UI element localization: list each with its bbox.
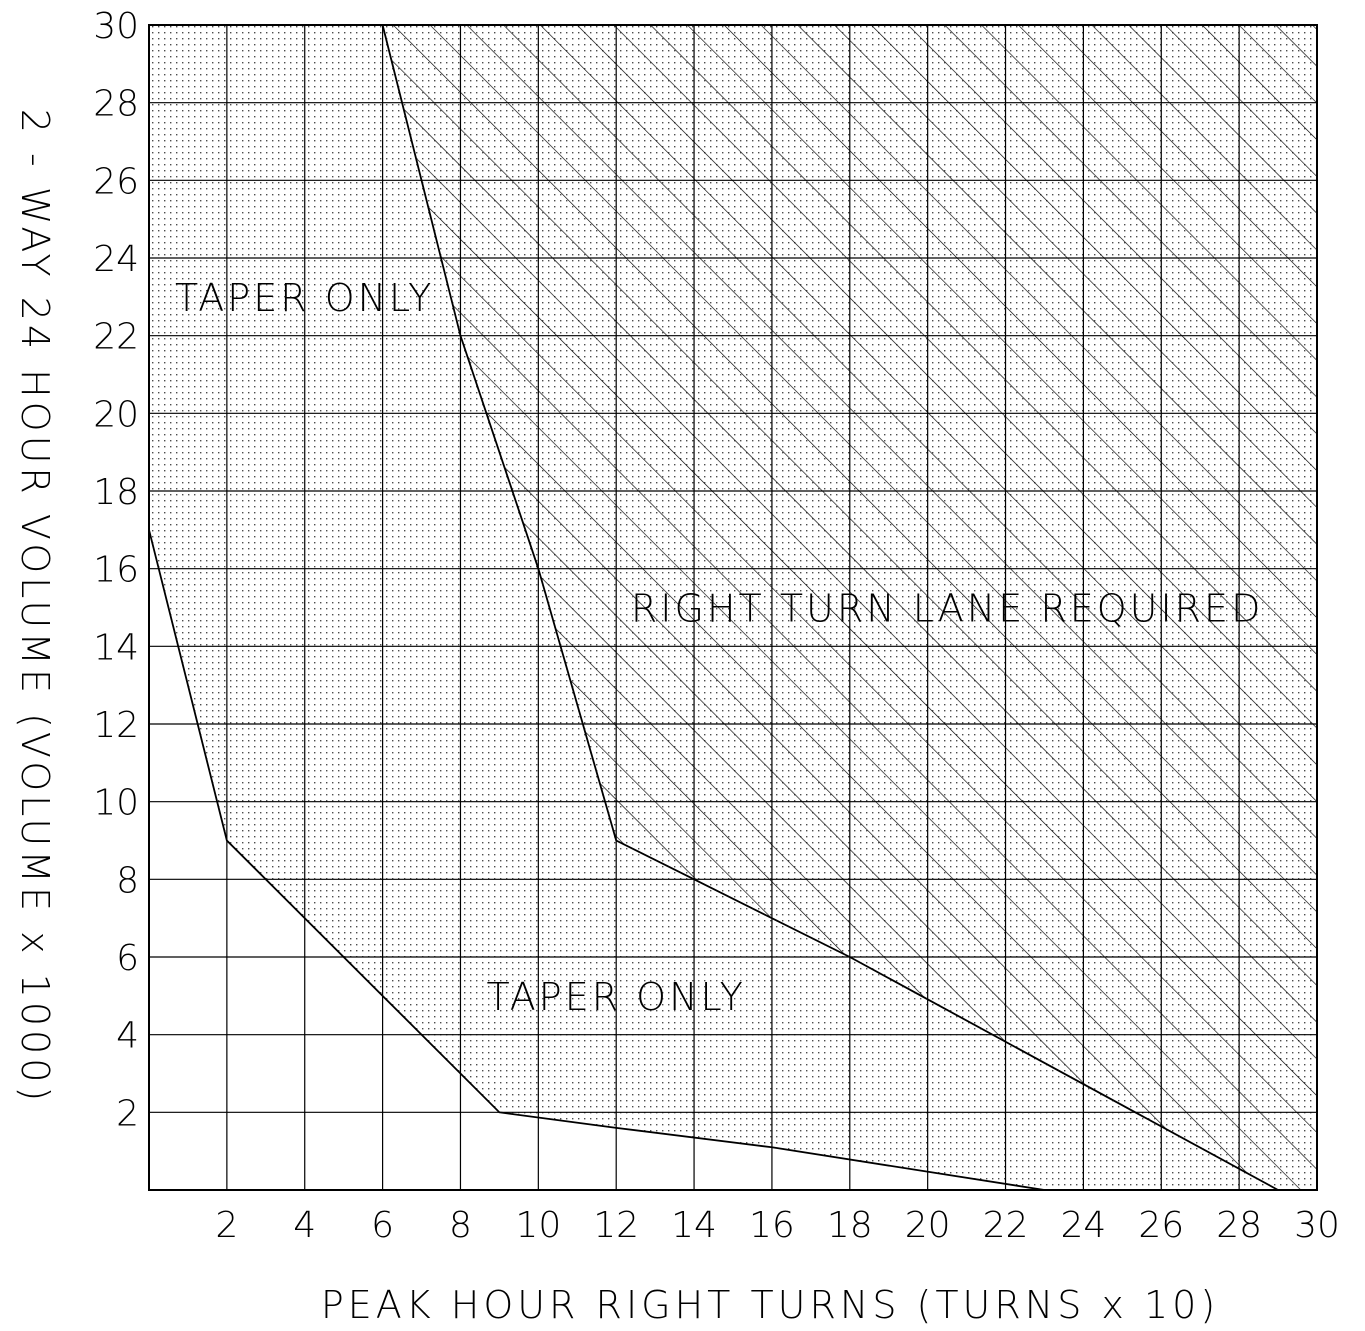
x-tick-label: 24	[1060, 1205, 1106, 1246]
y-tick-label: 30	[93, 6, 139, 47]
x-tick-label: 10	[515, 1205, 561, 1246]
y-tick-label: 16	[93, 550, 139, 591]
y-tick-label: 6	[116, 938, 139, 979]
x-tick-label: 2	[215, 1205, 238, 1246]
y-tick-label: 24	[93, 239, 139, 280]
y-tick-label: 20	[93, 394, 139, 435]
boundary-lines	[148, 24, 1279, 1191]
x-tick-label: 18	[827, 1205, 873, 1246]
x-tick-label: 28	[1216, 1205, 1262, 1246]
boundary-upper	[381, 24, 1279, 1191]
y-tick-label: 26	[93, 161, 139, 202]
boundary-lower	[148, 529, 1045, 1191]
x-tick-label: 30	[1294, 1205, 1340, 1246]
x-tick-label: 6	[371, 1205, 394, 1246]
y-tick-label: 10	[93, 783, 139, 824]
x-tick-label: 4	[293, 1205, 316, 1246]
y-tick-label: 18	[93, 472, 139, 513]
y-tick-label: 8	[116, 860, 139, 901]
y-tick-label: 22	[93, 317, 139, 358]
x-tick-label: 16	[749, 1205, 795, 1246]
y-tick-label: 12	[93, 705, 139, 746]
region-label: TAPER ONLY	[175, 276, 434, 320]
x-tick-label: 22	[983, 1205, 1029, 1246]
y-tick-label: 4	[116, 1016, 139, 1057]
y-tick-label: 2	[116, 1093, 139, 1134]
region-labels: TAPER ONLY TAPER ONLY RIGHT TURN LANE REQU…	[175, 276, 1263, 1019]
x-tick-label: 8	[449, 1205, 472, 1246]
y-tick-label: 28	[93, 84, 139, 125]
x-tick-labels: 2 4 6 8 10 12 14 16 18 20 22 24 26 28 30	[215, 1205, 1339, 1246]
x-tick-label: 20	[905, 1205, 951, 1246]
x-tick-label: 14	[671, 1205, 717, 1246]
y-tick-label: 14	[93, 627, 139, 668]
x-tick-label: 26	[1138, 1205, 1184, 1246]
x-tick-label: 12	[593, 1205, 639, 1246]
region-label: TAPER ONLY	[487, 975, 746, 1019]
region-label: RIGHT TURN LANE REQUIRED	[631, 587, 1263, 631]
x-axis-label: PEAK HOUR RIGHT TURNS (TURNS x 10)	[321, 1283, 1219, 1327]
y-axis-label: 2 - WAY 24 HOUR VOLUME (VOLUME x 1000)	[13, 109, 57, 1105]
plot-frame	[148, 24, 1318, 1191]
